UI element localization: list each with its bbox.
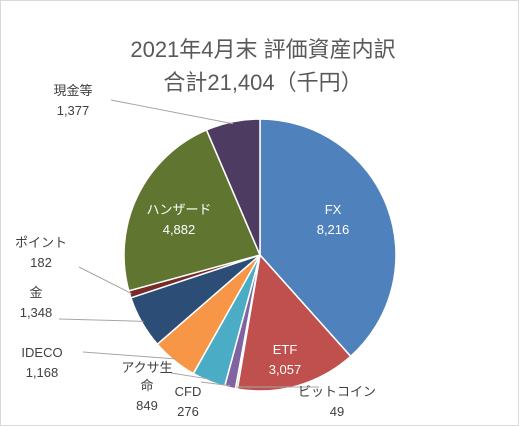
leader-line-8	[78, 266, 132, 295]
slice-label-value-4: 276	[177, 404, 199, 419]
chart-title-line1: 2021年4月末 評価資産内訳	[130, 37, 395, 62]
slice-label-name-4: CFD	[175, 384, 202, 399]
pie-slice-10	[205, 118, 261, 256]
slice-label-name-3: ビットコイン	[298, 384, 376, 399]
slice-label-value-9: 4,882	[163, 222, 196, 237]
slice-label-value-7: 1,348	[20, 305, 53, 320]
leader-line-7	[58, 318, 144, 322]
chart-title-line2: 合計21,404（千円）	[163, 70, 362, 95]
pie-slice-1	[259, 118, 397, 358]
pie-slice-2	[236, 253, 352, 392]
slice-label-value-8: 182	[30, 255, 52, 270]
slice-label-name-8: ポイント	[15, 235, 67, 250]
leader-line-10	[110, 99, 234, 125]
pie-slice-9	[123, 128, 262, 292]
slice-label-name-5-1: アクサ生	[121, 360, 172, 375]
slice-label-value-1: 8,216	[317, 222, 350, 237]
leader-line-6	[82, 351, 176, 360]
slice-label-value-2: 3,057	[269, 362, 302, 377]
slice-label-value-6: 1,168	[26, 365, 59, 380]
leader-lines-layer	[58, 99, 320, 388]
slice-label-value-5: 849	[136, 398, 158, 413]
slice-label-name-10: 現金等	[53, 83, 92, 98]
slice-label-name-2: ETF	[273, 342, 298, 357]
slice-label-name-6: IDECO	[21, 345, 62, 360]
slice-label-name-1: FX	[325, 202, 342, 217]
slice-label-name-5-2: 命	[140, 378, 153, 393]
slices-layer	[123, 118, 397, 392]
leader-line-4	[200, 381, 231, 387]
slice-label-name-7: 金	[29, 285, 42, 300]
slice-label-value-10: 1,377	[57, 103, 90, 118]
slice-label-value-3: 49	[330, 404, 344, 419]
leader-line-5	[170, 372, 210, 380]
slice-label-name-9: ハンザード	[146, 202, 211, 217]
